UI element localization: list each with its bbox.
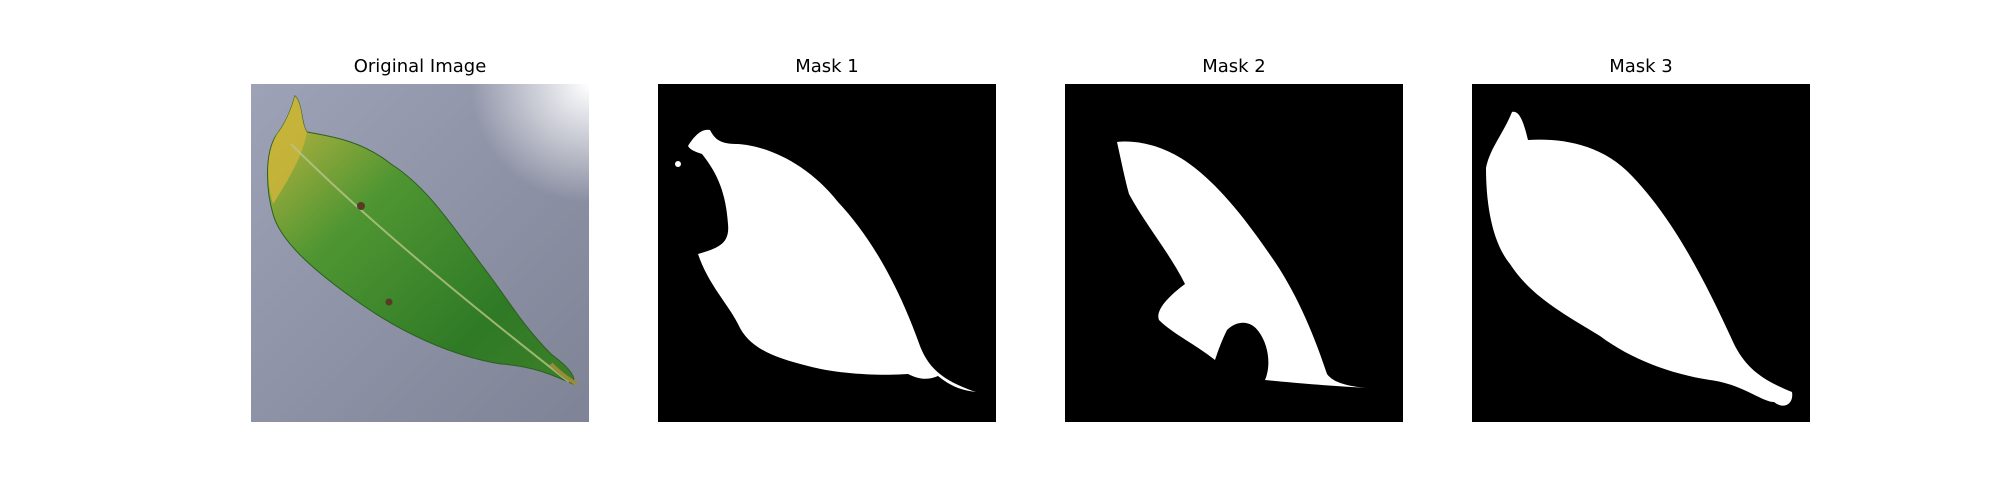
panel-title-original: Original Image <box>353 56 487 77</box>
mask-2-panel <box>1065 84 1403 422</box>
panel-title-mask-1: Mask 1 <box>795 56 859 77</box>
mask-1-panel <box>658 84 996 422</box>
mask-1-image <box>658 84 996 422</box>
mask-2-image <box>1065 84 1403 422</box>
original-image-panel <box>251 84 589 422</box>
mask-3-image <box>1472 84 1810 422</box>
panel-title-mask-3: Mask 3 <box>1609 56 1673 77</box>
mask-3-panel <box>1472 84 1810 422</box>
panel-title-mask-2: Mask 2 <box>1202 56 1266 77</box>
original-leaf-photo <box>251 84 589 422</box>
